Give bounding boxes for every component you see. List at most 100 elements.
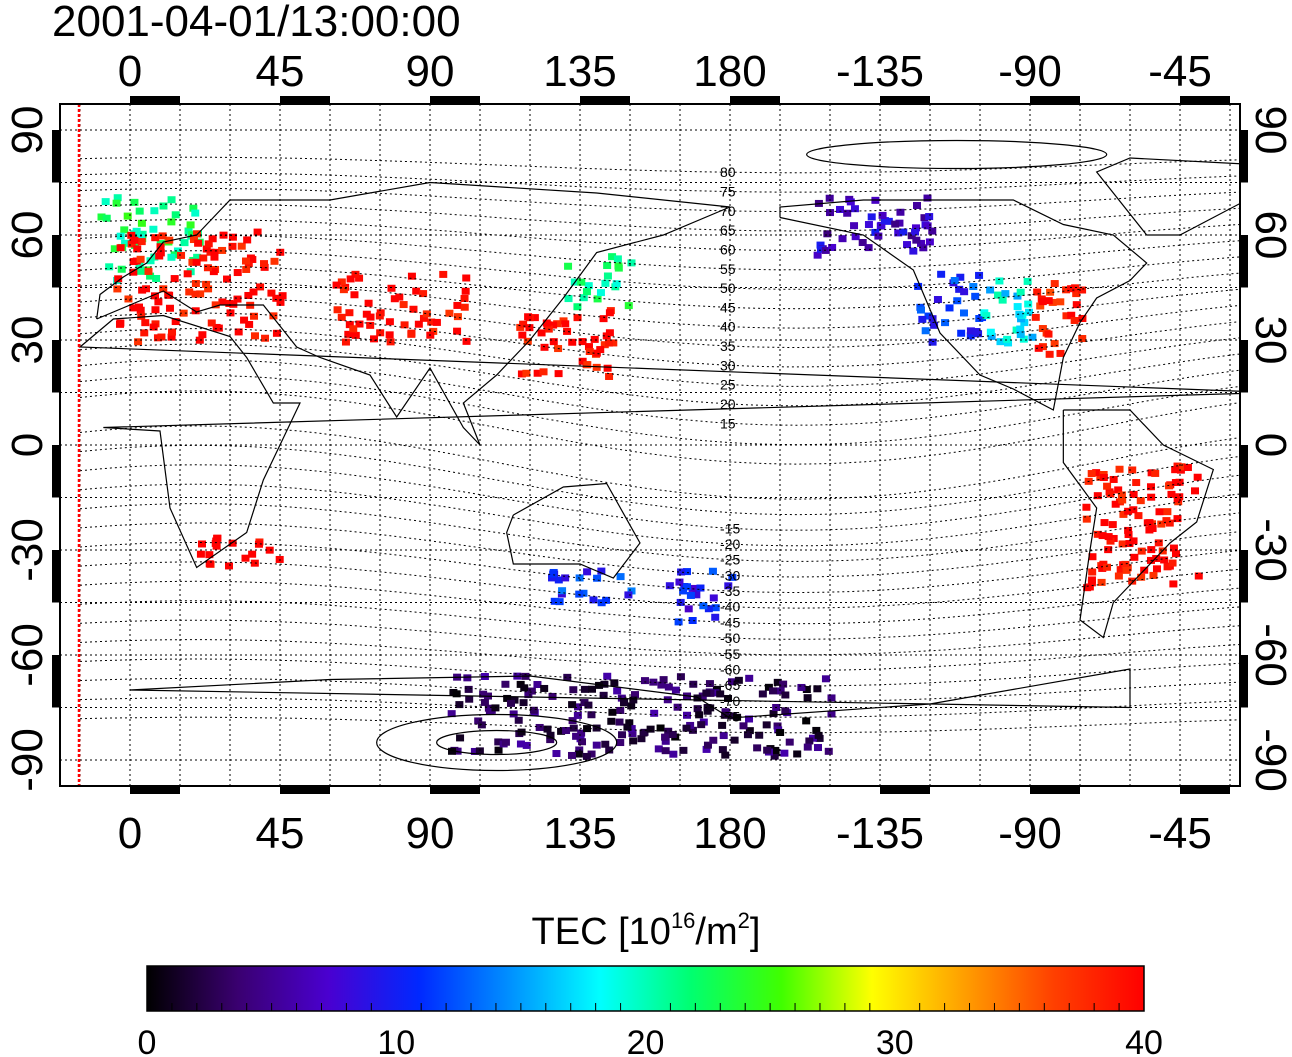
tec-cell	[1070, 316, 1079, 324]
tec-cell	[665, 582, 674, 590]
tec-cell	[253, 228, 262, 236]
tec-cell	[192, 258, 201, 266]
tec-cell	[587, 711, 596, 719]
tec-cell	[494, 738, 503, 746]
tec-cell	[1132, 479, 1141, 487]
longitude-tick-label: 45	[256, 47, 305, 96]
tec-cell	[464, 685, 473, 693]
frame-tick-bar	[52, 550, 60, 603]
frame-tick-bar	[730, 786, 780, 794]
tec-cell	[605, 372, 614, 380]
tec-cell	[592, 724, 601, 732]
tec-cell	[575, 590, 584, 598]
tec-cell	[627, 725, 636, 733]
tec-cell	[412, 287, 421, 295]
tec-cell	[925, 238, 934, 246]
tec-cell	[803, 743, 812, 751]
tec-cell	[191, 280, 200, 288]
tec-cell	[1046, 288, 1055, 296]
longitude-tick-label: 0	[118, 47, 142, 96]
longitude-tick-label: 0	[118, 809, 142, 858]
tec-cell	[928, 338, 937, 346]
tec-cell	[975, 271, 984, 279]
tec-cell	[689, 680, 698, 688]
tec-cell	[233, 269, 242, 277]
frame-tick-bar	[880, 786, 930, 794]
tec-cell	[1015, 310, 1024, 318]
latitude-tick-label: 90	[1246, 106, 1292, 155]
tec-cell	[953, 297, 962, 305]
tec-cell	[601, 740, 610, 748]
tec-cell	[183, 270, 192, 278]
tec-cell	[682, 568, 691, 576]
tec-cell	[167, 196, 176, 204]
tec-cell	[533, 681, 542, 689]
tec-cell	[561, 574, 570, 582]
tec-cell	[546, 731, 555, 739]
tec-cell	[219, 231, 228, 239]
tec-cell	[214, 324, 223, 332]
tec-cell	[568, 338, 577, 346]
tec-cell	[516, 740, 525, 748]
tec-cell	[728, 573, 737, 581]
tec-cell	[123, 212, 132, 220]
colorbar-tick-label: 30	[876, 1024, 914, 1057]
tec-cell	[960, 288, 969, 296]
tec-cell	[1098, 532, 1107, 540]
tec-cell	[1044, 297, 1053, 305]
tec-cell	[684, 605, 693, 613]
tec-cell	[225, 299, 234, 307]
tec-cell	[956, 273, 965, 281]
tec-cell	[399, 301, 408, 309]
tec-cell	[596, 346, 605, 354]
tec-cell	[112, 199, 121, 207]
tec-cell	[102, 214, 111, 222]
tec-cell	[1087, 470, 1096, 478]
tec-cell	[950, 277, 959, 285]
tec-cell	[1088, 553, 1097, 561]
tec-cell	[136, 255, 145, 263]
mag-lat-contour	[79, 203, 1240, 232]
tec-cell	[762, 721, 771, 729]
tec-cell	[400, 321, 409, 329]
tec-cell	[419, 314, 428, 322]
tec-cell	[846, 198, 855, 206]
tec-cell	[1152, 565, 1161, 573]
tec-cell	[623, 723, 632, 731]
tec-cell	[596, 289, 605, 297]
tec-cell	[724, 694, 733, 702]
tec-cell	[203, 264, 212, 272]
tec-cell	[911, 224, 920, 232]
tec-cell	[250, 332, 259, 340]
tec-cell	[407, 330, 416, 338]
tec-cell	[272, 329, 281, 337]
tec-cell	[706, 689, 715, 697]
tec-cell	[1092, 469, 1101, 477]
tec-cell	[793, 750, 802, 758]
tec-cell	[135, 261, 144, 269]
mag-lat-contour	[79, 697, 1240, 718]
tec-cell	[567, 751, 576, 759]
longitude-tick-label: 180	[693, 809, 766, 858]
mag-lat-label: 45	[720, 299, 736, 315]
tec-cell	[115, 320, 124, 328]
tec-cell	[364, 299, 373, 307]
tec-cell	[1117, 491, 1126, 499]
tec-cell	[803, 694, 812, 702]
tec-cell	[453, 301, 462, 309]
tec-cell	[479, 690, 488, 698]
tec-cell	[826, 209, 835, 217]
tec-cell	[850, 222, 859, 230]
tec-cell	[613, 687, 622, 695]
tec-cell	[718, 746, 727, 754]
tec-cell	[867, 213, 876, 221]
tec-cell	[146, 257, 155, 265]
tec-cell	[270, 257, 279, 265]
tec-cell	[578, 338, 587, 346]
tec-cell	[1129, 537, 1138, 545]
tec-cell	[966, 327, 975, 335]
tec-cell	[1013, 303, 1022, 311]
tec-cell	[151, 292, 160, 300]
frame-tick-bar	[1030, 96, 1080, 104]
tec-cell	[1097, 578, 1106, 586]
